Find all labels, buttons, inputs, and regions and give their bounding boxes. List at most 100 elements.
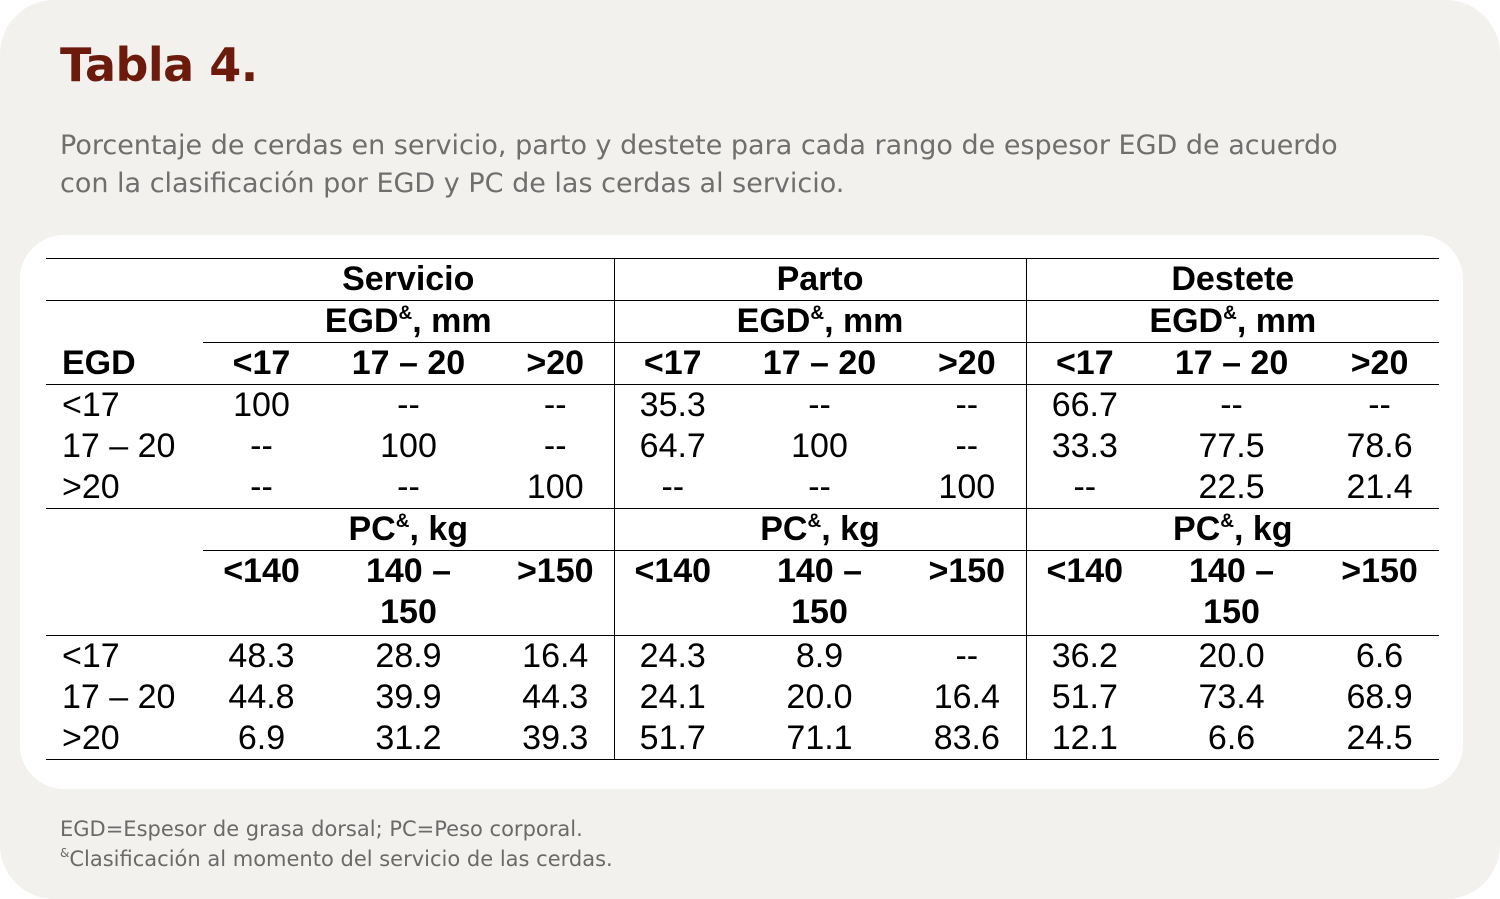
table-cell: 66.7 xyxy=(1025,384,1144,426)
table-cell: 24.3 xyxy=(613,635,732,677)
row-label: >20 xyxy=(46,467,203,509)
pc-range-header: >150 xyxy=(497,550,615,636)
table-cell: 48.3 xyxy=(228,637,295,675)
table-cell: 6.6 xyxy=(1143,718,1321,760)
pc-range-header: <140 xyxy=(613,550,732,636)
egd-range-header: >20 xyxy=(908,342,1027,385)
table-cell: 8.9 xyxy=(795,637,844,675)
footnote-classification: &Clasificación al momento del servicio d… xyxy=(60,844,613,874)
unit-label: PC xyxy=(1173,510,1221,548)
pc-unit-header: PC&, kg xyxy=(613,508,1027,551)
data-table: Servicio Parto Destete EGD&, mm EGD&, mm EGD&… xyxy=(46,258,1440,760)
table-cell: 64.7 xyxy=(613,426,732,467)
table-cell: -- xyxy=(731,467,909,509)
unit-superscript: & xyxy=(1220,511,1234,532)
table-cell: -- xyxy=(955,637,979,675)
pc-range-header: 140 – 150 xyxy=(731,550,909,636)
table-cell: 22.5 xyxy=(1143,467,1321,509)
pc-range-header: >150 xyxy=(908,550,1027,636)
pc-unit-header: PC&, kg xyxy=(1025,508,1440,551)
row-label: <17 xyxy=(62,637,120,675)
egd-range-header: 17 – 20 xyxy=(731,342,909,385)
table-body: Servicio Parto Destete EGD&, mm EGD&, mm EGD&… xyxy=(46,258,1440,760)
unit-suffix: , kg xyxy=(821,510,880,548)
table-cell: 33.3 xyxy=(1025,426,1144,467)
table-cell: -- xyxy=(250,427,273,465)
table-row: 17 – 20 -- 100 -- 64.7 100 -- 33.3 77.5 78.6 xyxy=(46,426,1439,467)
egd-unit-row: EGD&, mm EGD&, mm EGD&, mm xyxy=(46,300,1440,343)
unit-label: EGD xyxy=(736,302,811,340)
table-cell: -- xyxy=(1220,386,1243,424)
table-cell: 20.0 xyxy=(1198,637,1265,675)
table-cell: 24.5 xyxy=(1320,718,1440,760)
table-cell: 28.9 xyxy=(375,637,442,675)
footnote-abbreviations: EGD=Espesor de grasa dorsal; PC=Peso cor… xyxy=(60,817,583,841)
unit-superscript: & xyxy=(395,511,410,532)
row-label: 17 – 20 xyxy=(62,427,176,465)
egd-range-header: <17 xyxy=(613,342,732,385)
unit-superscript: & xyxy=(1223,303,1237,324)
table-cell: 21.4 xyxy=(1320,467,1440,509)
table-cell: 100 xyxy=(908,467,1027,509)
egd-range-header: <17 xyxy=(1025,342,1144,385)
egd-range-header: 17 – 20 xyxy=(320,342,497,385)
pc-unit-row: PC&, kg PC&, kg PC&, kg xyxy=(46,508,1440,551)
egd-range-header: >20 xyxy=(1320,342,1440,385)
unit-superscript: & xyxy=(807,511,822,532)
table-cell: 51.7 xyxy=(613,718,732,760)
unit-label: PC xyxy=(348,510,396,548)
table-row: >20 6.9 31.2 39.3 51.7 71.1 83.6 12.1 6.6 24.5 xyxy=(46,718,1440,760)
table-cell: -- xyxy=(543,427,567,465)
table-cell: -- xyxy=(397,386,420,424)
table-cell: -- xyxy=(955,386,979,424)
table-cell: 35.3 xyxy=(613,384,732,426)
table-cell: -- xyxy=(543,386,567,424)
row-header-egd: EGD xyxy=(46,342,203,385)
table-cell: 12.1 xyxy=(1025,718,1144,760)
pc-unit-header: PC&, kg xyxy=(203,508,615,551)
group-header-parto: Parto xyxy=(613,258,1027,301)
corner-cell xyxy=(46,258,203,301)
unit-suffix: , kg xyxy=(409,510,469,548)
table-cell: 71.1 xyxy=(731,718,909,760)
table-cell: 39.9 xyxy=(375,678,442,716)
row-label: <17 xyxy=(62,386,120,424)
table-cell: 78.6 xyxy=(1346,427,1413,465)
table-cell: 44.8 xyxy=(228,678,295,716)
unit-superscript: & xyxy=(398,303,413,324)
table-cell: -- xyxy=(808,386,831,424)
empty-cell xyxy=(46,550,203,636)
table-cell: 39.3 xyxy=(497,718,615,760)
table-cell: 51.7 xyxy=(1025,677,1144,718)
row-label: 17 – 20 xyxy=(62,678,176,716)
egd-unit-header: EGD&, mm xyxy=(1025,300,1440,343)
table-cell: -- xyxy=(1025,467,1144,509)
egd-range-header: <17 xyxy=(203,342,320,385)
table-cell: 20.0 xyxy=(786,678,853,716)
table-cell: 100 xyxy=(380,427,437,465)
egd-range-header: >20 xyxy=(497,342,615,385)
egd-unit-header: EGD&, mm xyxy=(203,300,615,343)
footnote-mark: & xyxy=(60,846,70,860)
table-cell: 36.2 xyxy=(1025,635,1144,677)
pc-range-header: <140 xyxy=(1025,550,1144,636)
table-cell: 77.5 xyxy=(1198,427,1265,465)
unit-suffix: , mm xyxy=(824,302,904,340)
egd-unit-header: EGD&, mm xyxy=(613,300,1027,343)
table-cell: 31.2 xyxy=(320,718,497,760)
row-label: >20 xyxy=(46,718,203,760)
unit-label: PC xyxy=(760,510,808,548)
egd-range-row: EGD <17 17 – 20 >20 <17 17 – 20 >20 <17 17 – 20 >… xyxy=(46,342,1440,385)
empty-cell xyxy=(46,509,203,551)
egd-range-header: 17 – 20 xyxy=(1143,342,1321,385)
unit-suffix: , kg xyxy=(1234,510,1293,548)
table-cell: -- xyxy=(613,467,732,509)
table-row: <17 100 -- -- 35.3 -- -- 66.7 -- -- xyxy=(46,384,1439,426)
table-cell: 6.6 xyxy=(1355,637,1404,675)
empty-cell xyxy=(46,301,203,343)
page-title: Tabla 4. xyxy=(60,38,258,92)
footnote-classification-text: Clasificación al momento del servicio de… xyxy=(69,847,613,871)
table-cell: -- xyxy=(955,427,979,465)
footnotes: EGD=Espesor de grasa dorsal; PC=Peso cor… xyxy=(60,814,613,874)
